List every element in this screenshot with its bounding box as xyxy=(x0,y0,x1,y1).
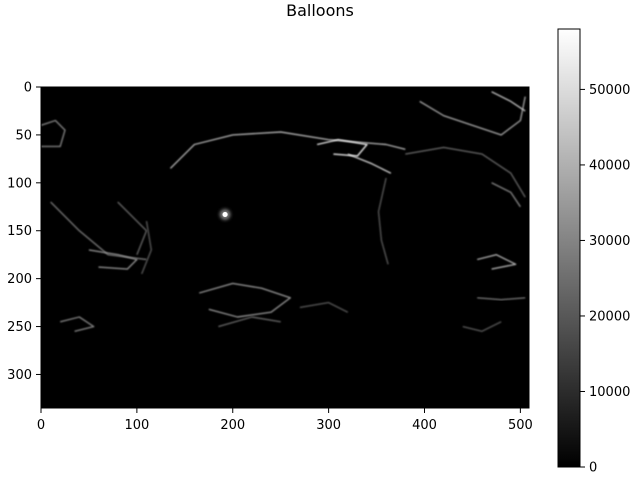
edge-feature-19 xyxy=(491,182,521,208)
x-axis: 0 100 200 300 400 500 xyxy=(37,408,533,433)
edge-feature-5 xyxy=(316,138,368,157)
y-axis: 0 50 100 150 200 250 300 xyxy=(7,81,41,383)
edge-feature-10 xyxy=(88,249,138,270)
edge-feature-15 xyxy=(141,220,153,275)
heatmap-image xyxy=(41,87,529,408)
edge-feature-11 xyxy=(117,201,148,255)
colorbar-axis: 0 10000 20000 30000 40000 50000 xyxy=(580,83,630,476)
y-tick-label: 300 xyxy=(7,368,32,383)
edge-feature-3 xyxy=(405,146,526,198)
edge-feature-14 xyxy=(218,316,281,328)
edge-feature-1 xyxy=(169,131,406,169)
edge-feature-20 xyxy=(299,301,349,313)
edge-feature-8 xyxy=(41,119,66,148)
edge-feature-16 xyxy=(477,253,517,270)
edge-feature-18 xyxy=(462,321,502,332)
heatmap-features xyxy=(41,91,526,332)
x-tick-label: 400 xyxy=(412,418,437,433)
y-tick-label: 0 xyxy=(24,81,32,96)
edge-feature-2 xyxy=(347,153,392,174)
edge-feature-17 xyxy=(477,297,526,301)
x-tick-label: 100 xyxy=(124,418,149,433)
plot-frame xyxy=(40,86,530,409)
y-tick-label: 100 xyxy=(7,176,32,191)
colorbar-frame xyxy=(557,28,581,468)
edge-feature-13 xyxy=(199,282,291,318)
y-tick-label: 150 xyxy=(7,224,32,239)
colorbar-tick-label: 30000 xyxy=(589,234,630,249)
x-tick-label: 0 xyxy=(37,418,45,433)
x-tick-label: 300 xyxy=(316,418,341,433)
x-tick-label: 500 xyxy=(508,418,533,433)
y-tick-label: 250 xyxy=(7,320,32,335)
edge-feature-12 xyxy=(60,316,95,332)
colorbar-tick-label: 0 xyxy=(589,461,597,476)
chart-title: Balloons xyxy=(286,1,354,20)
colorbar-tick-label: 50000 xyxy=(589,83,630,98)
edge-feature-7 xyxy=(491,91,526,112)
colorbar-tick-label: 10000 xyxy=(589,385,630,400)
x-tick-label: 200 xyxy=(220,418,245,433)
edge-feature-4 xyxy=(377,177,389,265)
edge-feature-6 xyxy=(419,96,526,136)
y-tick-label: 50 xyxy=(15,128,32,143)
colorbar-tick-label: 40000 xyxy=(589,158,630,173)
colorbar-tick-label: 20000 xyxy=(589,309,630,324)
colorbar-gradient xyxy=(558,29,580,467)
bright-spot xyxy=(222,211,228,218)
y-tick-label: 200 xyxy=(7,272,32,287)
